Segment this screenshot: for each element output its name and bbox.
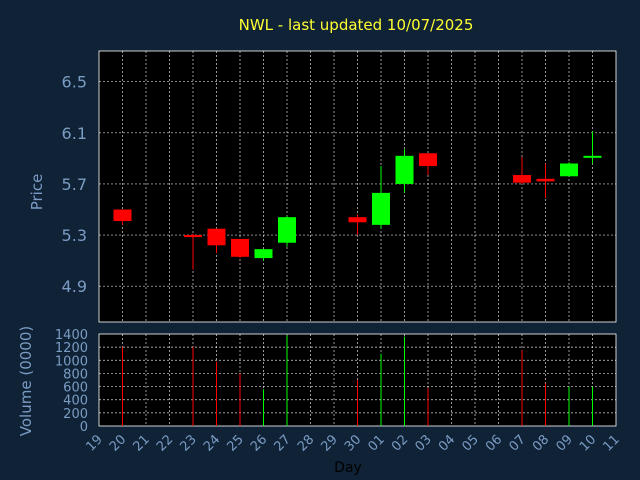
volume-y-tick-label: 1400 [55,328,88,343]
x-tick-label: 23 [178,432,200,454]
x-axis-label: Day [334,460,362,476]
candle-body [536,178,555,182]
x-tick-label: 08 [530,432,552,454]
x-tick-label: 09 [554,432,576,454]
candle-body [513,174,531,183]
chart-title: NWL - last updated 10/07/2025 [239,16,474,34]
price-grid [99,51,616,322]
candles [113,131,602,270]
volume-y-tick-label: 1000 [55,354,88,369]
price-y-tick-label: 5.3 [62,226,87,245]
candle-body [348,217,367,223]
x-tick-label: 05 [460,432,482,454]
x-tick-label: 04 [436,432,458,454]
candle-body [207,228,226,246]
volume-y-tick-label: 400 [63,394,88,409]
x-tick-label: 26 [248,432,270,454]
candle-body [419,153,437,167]
price-y-tick-labels: 4.9 5.3 5.7 6.1 6.5 [62,73,87,297]
candle-body [254,249,273,259]
x-tick-label: 27 [272,432,294,454]
x-tick-labels: 19 20 21 22 23 24 25 26 27 28 29 30 01 02 03 04 05 06 07 08… [84,432,623,454]
volume-y-tick-label: 800 [63,367,88,382]
price-y-tick-label: 4.9 [62,277,87,296]
candle-body [184,235,202,238]
x-tick-label: 11 [601,432,623,454]
x-tick-label: 29 [319,432,341,454]
x-tick-label: 20 [107,432,129,454]
x-tick-label: 21 [131,432,153,454]
candle-body [560,163,578,177]
price-y-tick-label: 6.1 [62,124,87,143]
price-y-tick-label: 6.5 [62,73,87,92]
volume-y-tick-label: 1200 [55,341,88,356]
price-y-tick-label: 5.7 [62,175,87,194]
volume-axis-label: Volume (0000) [17,326,35,436]
x-tick-label: 24 [201,432,223,454]
x-tick-label: 01 [366,432,388,454]
x-tick-label: 06 [483,432,505,454]
x-tick-label: 19 [84,432,106,454]
x-tick-label: 22 [154,432,176,454]
candle-body [372,192,390,225]
candle-body [395,155,414,184]
candle-body [231,238,249,257]
x-tick-label: 30 [342,432,364,454]
x-tick-label: 10 [577,432,599,454]
volume-y-tick-label: 0 [80,420,88,435]
candle-body [278,217,296,243]
candle-body [113,209,132,222]
volume-y-tick-label: 200 [63,407,88,422]
x-tick-label: 03 [413,432,435,454]
price-axis-label: Price [28,174,46,211]
x-tick-label: 25 [225,432,247,454]
volume-bars [122,335,593,426]
candle-body [583,155,602,158]
x-tick-label: 02 [389,432,411,454]
x-tick-label: 07 [507,432,529,454]
x-tick-label: 28 [295,432,317,454]
volume-y-tick-label: 600 [63,381,88,396]
